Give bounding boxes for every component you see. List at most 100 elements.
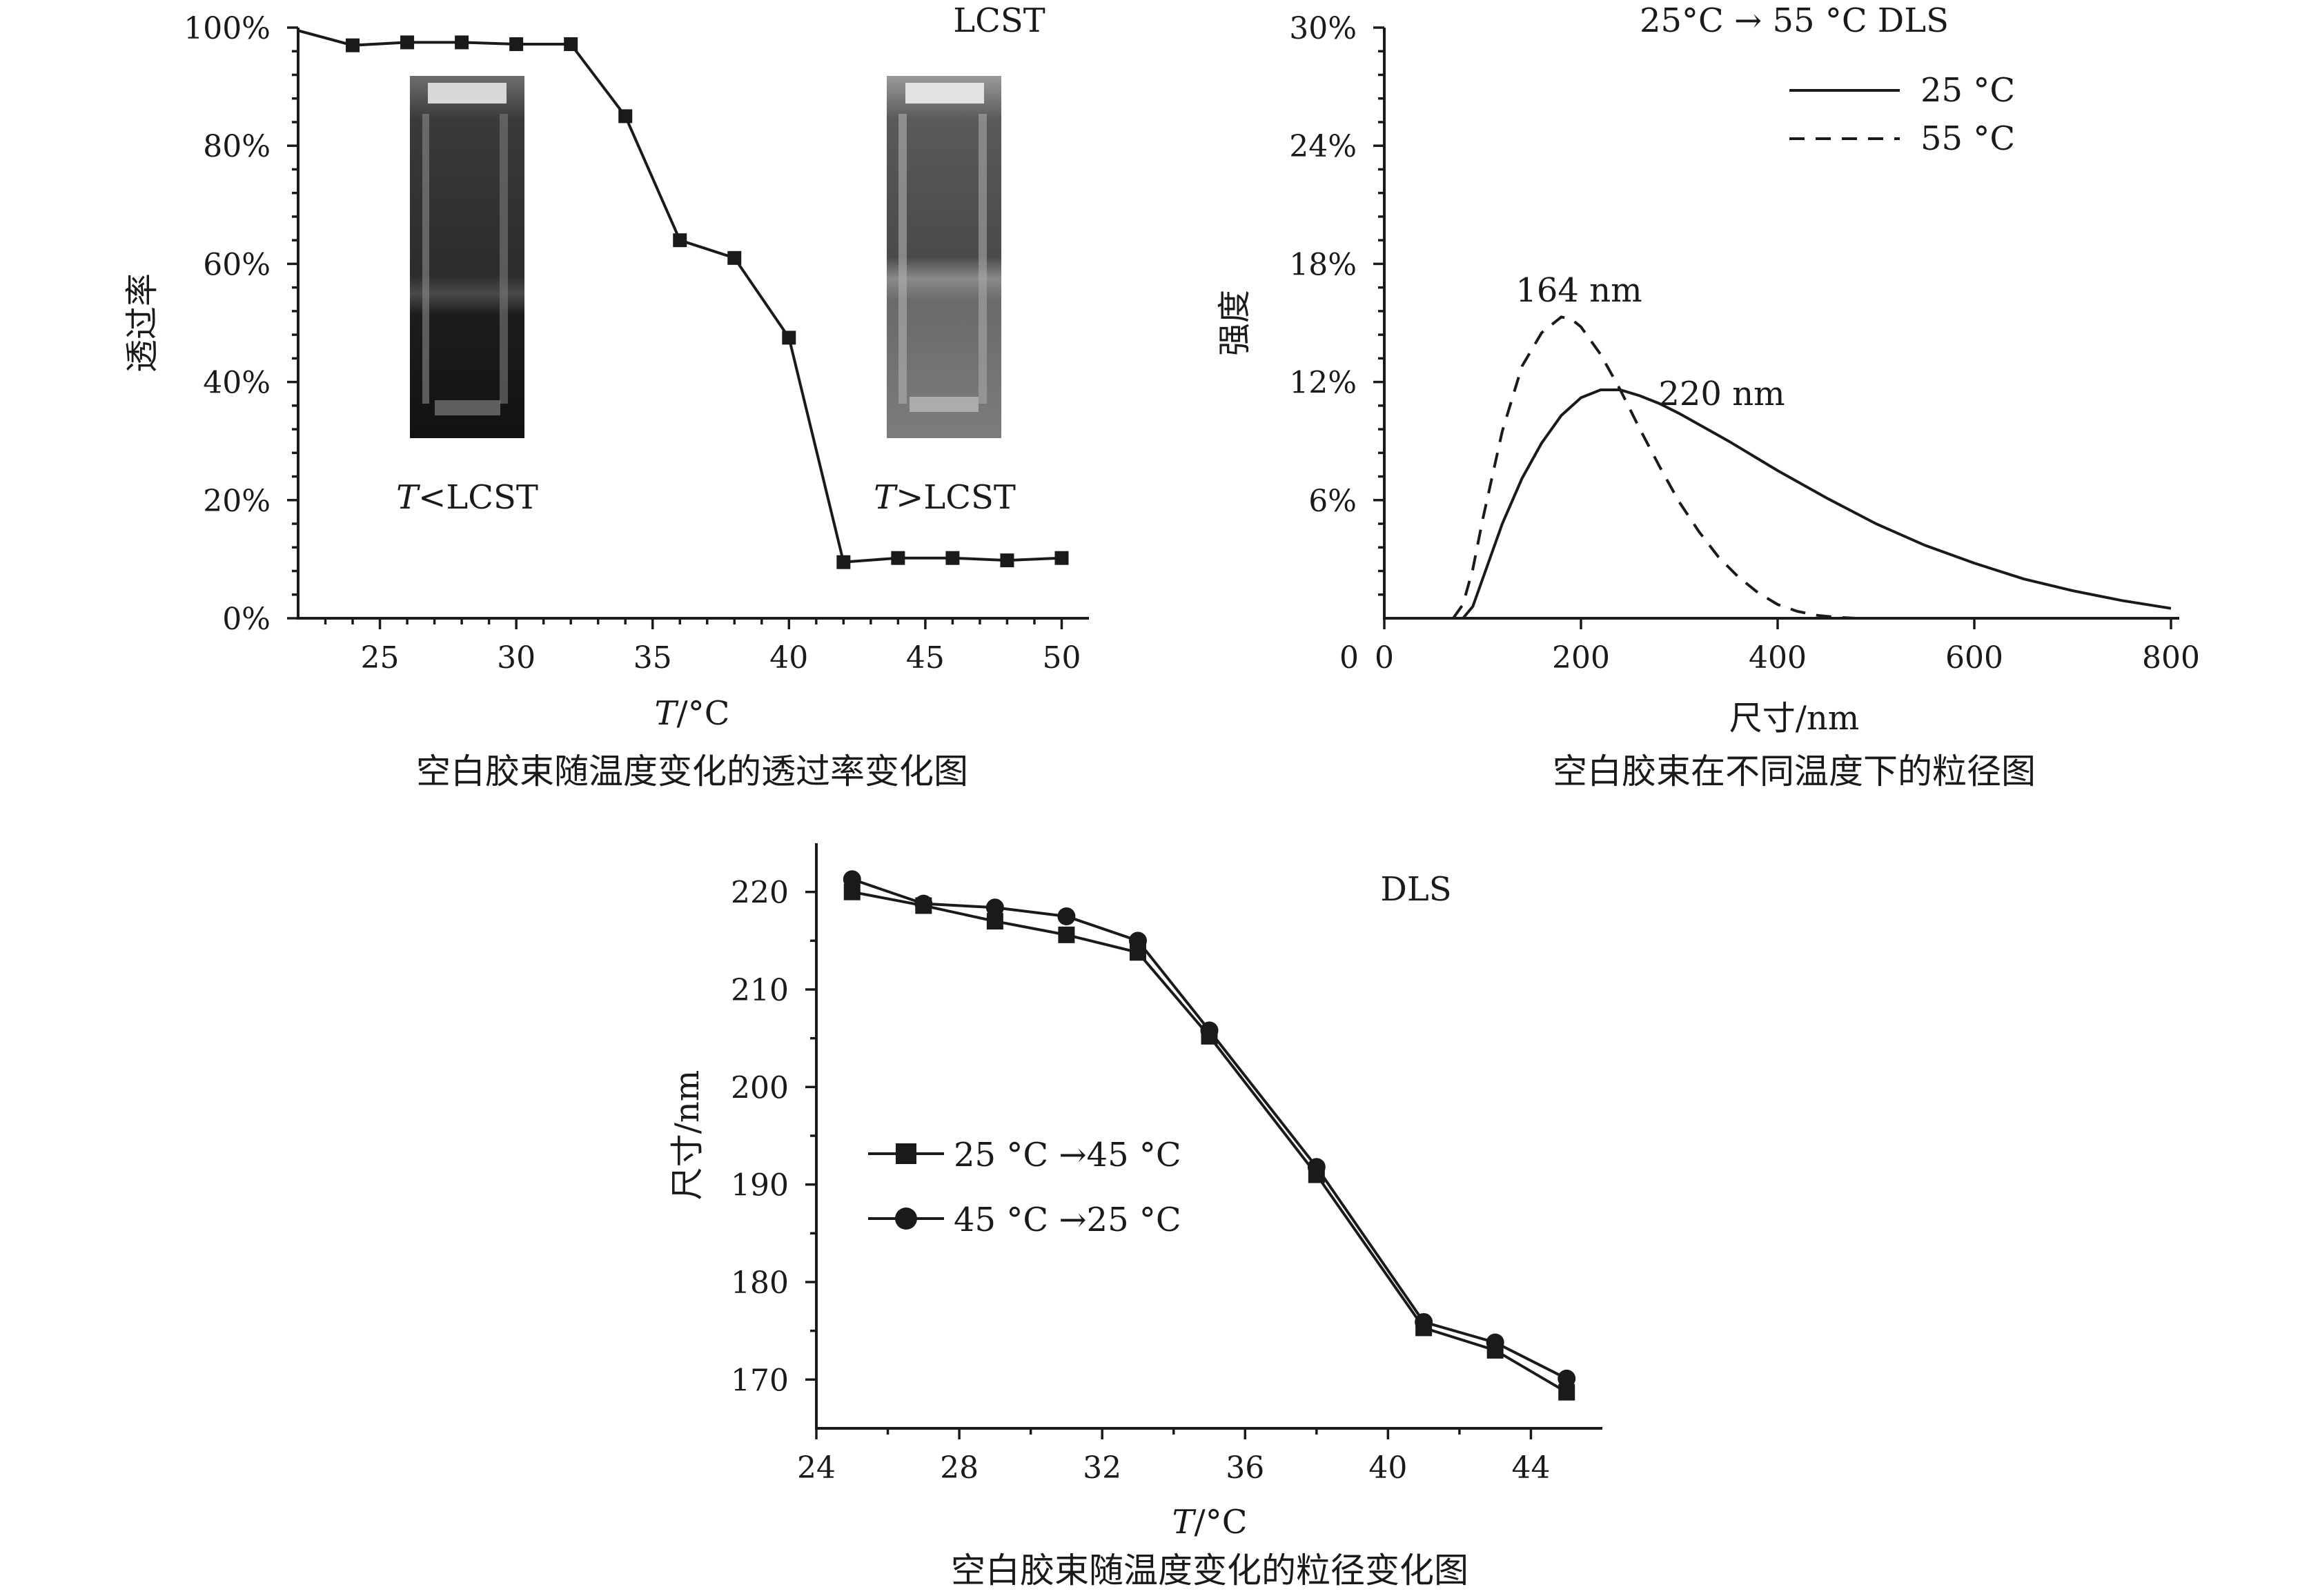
c3-data-point-circle bbox=[914, 894, 933, 913]
c1-y-tick-label: 40% bbox=[203, 366, 271, 401]
c2-annotation-220: 220 nm bbox=[1658, 375, 1785, 413]
c1-y-tick-label: 20% bbox=[203, 484, 271, 519]
c3-title: DLS bbox=[1380, 870, 1451, 909]
c2-series bbox=[1452, 315, 2172, 620]
c3-data-point-square bbox=[1058, 926, 1075, 943]
c1-data-point bbox=[782, 331, 796, 345]
c3-data-point-circle bbox=[843, 870, 861, 889]
c2-y-tick-label: 24% bbox=[1289, 129, 1357, 164]
c3-y-tick-label: 180 bbox=[731, 1265, 789, 1301]
c1-data-point bbox=[673, 233, 687, 248]
c3-y-tick-label: 210 bbox=[731, 973, 789, 1008]
c1-series bbox=[297, 29, 1069, 569]
c3-x-tick-label: 44 bbox=[1511, 1450, 1550, 1486]
c2-annotation-164: 164 nm bbox=[1515, 271, 1642, 310]
c1-data-point bbox=[1000, 553, 1014, 568]
c1-caption: 空白胶束随温度变化的透过率变化图 bbox=[416, 751, 968, 791]
c2-y-zero-label: 0 bbox=[1339, 640, 1359, 676]
c3-y-tick-label: 200 bbox=[731, 1070, 789, 1105]
c1-y-ticks: 0% 20% 40% 60% 80% 100% bbox=[184, 11, 298, 637]
c1-data-point bbox=[455, 35, 469, 50]
c3-legend-square-label: 25 °C →45 °C bbox=[954, 1136, 1181, 1174]
c3-data-point-circle bbox=[1415, 1312, 1433, 1331]
c1-y-tick-label: 100% bbox=[184, 11, 271, 46]
c3-series bbox=[843, 870, 1576, 1401]
c1-photo-left-label: T<LCST bbox=[396, 478, 538, 517]
c2-x-tick-label: 0 bbox=[1375, 640, 1394, 676]
c3-series-heating-line bbox=[852, 890, 1568, 1394]
c1-data-point bbox=[400, 35, 415, 50]
c1-data-point bbox=[509, 37, 524, 51]
chart-transmittance: 0% 20% 40% 60% 80% 100% 25 30 35 40 45 50 LCST T<L… bbox=[123, 1, 1089, 791]
c1-x-axis-label: T/°C bbox=[655, 694, 730, 733]
cuvette-photo-below-lcst bbox=[410, 76, 524, 438]
c3-series-cooling-line bbox=[852, 878, 1568, 1380]
c3-x-tick-label: 36 bbox=[1226, 1450, 1264, 1486]
c2-y-tick-label: 18% bbox=[1289, 247, 1357, 282]
c3-y-tick-label: 170 bbox=[731, 1363, 789, 1398]
c3-data-point-circle bbox=[1307, 1158, 1326, 1176]
c1-data-point bbox=[836, 555, 851, 569]
c1-data-point bbox=[346, 38, 360, 52]
c2-y-axis-label: 强度 bbox=[1215, 290, 1254, 356]
c2-caption: 空白胶束在不同温度下的粒径图 bbox=[1553, 751, 2036, 791]
c3-y-tick-label: 190 bbox=[731, 1168, 789, 1203]
c2-x-tick-label: 800 bbox=[2142, 640, 2200, 676]
c1-y-tick-label: 80% bbox=[203, 129, 271, 164]
c2-axes bbox=[1383, 28, 2179, 620]
c1-x-ticks: 25 30 35 40 45 50 bbox=[324, 618, 1081, 676]
c3-x-ticks: 24 28 32 36 40 44 bbox=[797, 1428, 1550, 1486]
c2-legend-solid-label: 25 °C bbox=[1920, 71, 2015, 110]
c1-data-point bbox=[564, 37, 578, 51]
c1-x-tick-label: 25 bbox=[361, 640, 400, 676]
c3-legend-square-marker bbox=[896, 1143, 916, 1164]
c1-data-point bbox=[1054, 551, 1069, 565]
c3-legend: 25 °C →45 °C 45 °C →25 °C bbox=[868, 1136, 1181, 1239]
chart-size-vs-temperature: 170 180 190 200 210 220 24 28 32 36 40 44 DLS 25 °… bbox=[668, 843, 1602, 1590]
c1-x-tick-label: 40 bbox=[769, 640, 808, 676]
c1-x-tick-label: 50 bbox=[1042, 640, 1081, 676]
c1-y-axis-label: 透过率 bbox=[123, 273, 161, 373]
c1-inset-label: LCST bbox=[953, 1, 1045, 40]
c2-x-tick-label: 200 bbox=[1552, 640, 1610, 676]
c3-data-point-circle bbox=[1486, 1333, 1504, 1352]
c2-x-tick-label: 400 bbox=[1749, 640, 1807, 676]
c3-y-tick-label: 220 bbox=[731, 876, 789, 911]
c2-x-tick-label: 600 bbox=[1945, 640, 2003, 676]
cuvette-photo-above-lcst bbox=[887, 76, 1001, 438]
c3-x-tick-label: 24 bbox=[797, 1450, 836, 1486]
c2-y-tick-label: 6% bbox=[1308, 484, 1357, 519]
c2-series-25c-curve bbox=[1462, 388, 2172, 620]
c3-y-ticks: 170 180 190 200 210 220 bbox=[731, 876, 816, 1398]
c2-x-ticks: 0 200 400 600 800 bbox=[1375, 618, 2200, 676]
c2-legend-dashed-label: 55 °C bbox=[1920, 119, 2015, 158]
c1-y-tick-label: 0% bbox=[222, 602, 271, 637]
c1-y-tick-label: 60% bbox=[203, 247, 271, 282]
c1-photo-right-label: T>LCST bbox=[874, 478, 1016, 517]
c1-x-tick-label: 30 bbox=[497, 640, 536, 676]
c3-y-axis-label: 尺寸/nm bbox=[668, 1070, 707, 1201]
c2-y-tick-label: 30% bbox=[1289, 11, 1357, 46]
c3-caption: 空白胶束随温度变化的粒径变化图 bbox=[951, 1550, 1468, 1590]
c3-x-tick-label: 28 bbox=[940, 1450, 979, 1486]
c1-data-point bbox=[891, 551, 905, 565]
c1-data-point bbox=[945, 551, 960, 565]
c3-x-axis-label: T/°C bbox=[1172, 1503, 1248, 1541]
c3-x-tick-label: 32 bbox=[1083, 1450, 1121, 1486]
c3-data-point-circle bbox=[1558, 1369, 1576, 1388]
c1-x-tick-label: 45 bbox=[906, 640, 945, 676]
c3-data-point-circle bbox=[985, 898, 1004, 917]
c3-legend-circle-marker bbox=[895, 1208, 917, 1230]
chart-size-distribution: 6% 12% 18% 24% 30% 0 0 200 400 600 800 25°C → 55 … bbox=[1215, 1, 2200, 791]
c2-y-tick-label: 12% bbox=[1289, 366, 1357, 401]
c2-title: 25°C → 55 °C DLS bbox=[1640, 1, 1949, 40]
c2-x-axis-label: 尺寸/nm bbox=[1729, 699, 1860, 738]
c3-x-tick-label: 40 bbox=[1368, 1450, 1407, 1486]
c1-data-point bbox=[618, 109, 633, 124]
c3-data-point-circle bbox=[1200, 1021, 1219, 1040]
c3-legend-circle-label: 45 °C →25 °C bbox=[954, 1201, 1181, 1239]
c3-data-point-circle bbox=[1128, 932, 1147, 950]
c1-x-tick-label: 35 bbox=[633, 640, 672, 676]
c2-series-55c-curve bbox=[1452, 315, 1857, 620]
